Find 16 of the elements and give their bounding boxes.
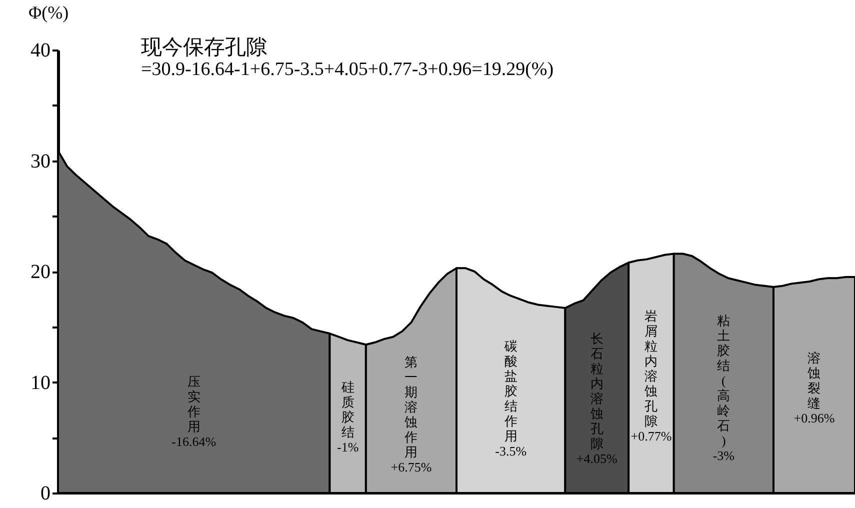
series-label: 溶蚀裂缝 +0.96% (794, 350, 835, 426)
y-tick-label: 30 (30, 150, 50, 172)
series-label: 硅质胶结 -1% (336, 379, 359, 454)
y-tick-label: 0 (40, 482, 50, 504)
y-tick-label: 10 (30, 372, 50, 394)
y-tick-label: 40 (30, 40, 50, 62)
y-axis-title: Φ(%) (28, 2, 69, 22)
series-label: 压实作用 -16.64% (172, 374, 216, 449)
series-label: 碳酸盐胶结作用 -3.5% (495, 338, 527, 459)
text: 粘土胶结(高岭石) -3% (712, 313, 735, 464)
chart-title: 现今保存孔隙 (141, 35, 267, 59)
series-label: 第一期溶蚀作用 +6.75% (390, 354, 432, 474)
text: 岩屑粒内溶蚀孔隙 +0.77% (630, 308, 672, 444)
y-tick-label: 20 (30, 261, 50, 283)
chart-subtitle: =30.9-16.64-1+6.75-3.5+4.05+0.77-3+0.96=19.29(%) (141, 59, 554, 80)
text: 长石粒内溶蚀孔隙 +4.05% (576, 331, 618, 466)
